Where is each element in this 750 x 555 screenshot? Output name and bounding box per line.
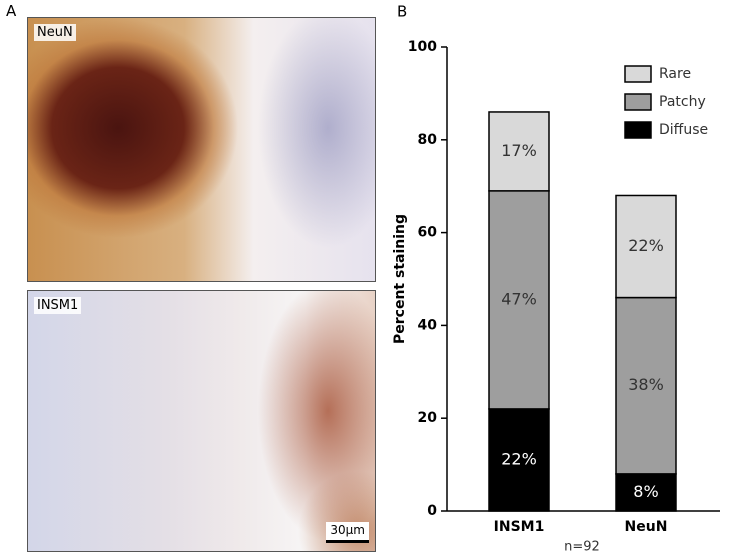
y-tick-label: 40 <box>418 317 438 333</box>
image-label: INSM1 <box>34 297 82 314</box>
value-label: 8% <box>633 482 658 501</box>
panel-label: A <box>6 2 17 20</box>
scale-bar: 30µm <box>326 522 369 543</box>
bar-segment <box>615 296 677 475</box>
y-tick-label: 0 <box>427 503 437 519</box>
panel-label: B <box>397 3 407 21</box>
bar-segment <box>615 473 677 512</box>
micrograph: NeuN <box>27 17 376 282</box>
micrograph: INSM1 30µm <box>27 290 376 552</box>
legend-label: Rare <box>659 66 691 82</box>
y-tick-label: 60 <box>418 225 438 241</box>
value-label: 22% <box>628 236 664 255</box>
bar-segment <box>488 408 550 512</box>
legend-swatch <box>624 93 652 111</box>
bar-segment <box>615 194 677 299</box>
legend-swatch <box>624 121 652 139</box>
image-label: NeuN <box>34 24 76 41</box>
value-label: 47% <box>501 289 537 308</box>
legend-label: Diffuse <box>659 122 708 138</box>
x-tick-label: NeuN <box>625 519 668 535</box>
legend-label: Patchy <box>659 94 706 110</box>
legend-swatch <box>624 65 652 83</box>
value-label: 17% <box>501 141 537 160</box>
bar-segment <box>488 190 550 410</box>
y-axis-label: Percent staining <box>392 214 408 344</box>
value-label: 22% <box>501 449 537 468</box>
note: n=92 <box>564 540 600 555</box>
y-tick-label: 100 <box>408 39 437 55</box>
y-tick-label: 20 <box>418 410 438 426</box>
x-tick-label: INSM1 <box>494 519 545 535</box>
bar-segment <box>488 111 550 192</box>
value-label: 38% <box>628 375 664 394</box>
y-tick-label: 80 <box>418 132 438 148</box>
